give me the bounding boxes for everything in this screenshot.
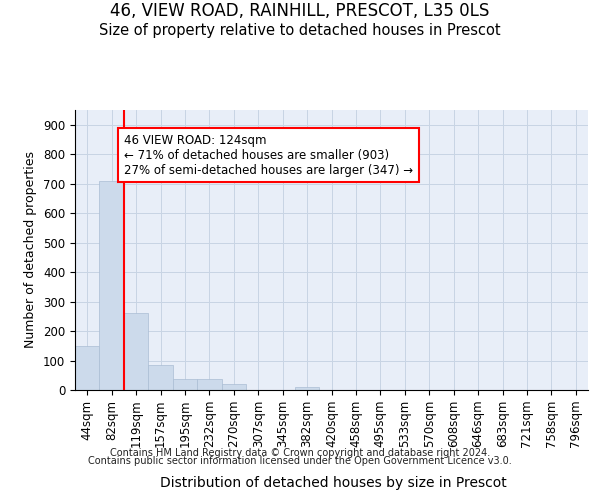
Text: 46, VIEW ROAD, RAINHILL, PRESCOT, L35 0LS: 46, VIEW ROAD, RAINHILL, PRESCOT, L35 0L…: [110, 2, 490, 21]
Bar: [295, 387, 319, 390]
Bar: [221, 384, 246, 390]
Bar: [100, 180, 124, 390]
Text: 46 VIEW ROAD: 124sqm
← 71% of detached houses are smaller (903)
27% of semi-deta: 46 VIEW ROAD: 124sqm ← 71% of detached h…: [124, 134, 413, 176]
Y-axis label: Number of detached properties: Number of detached properties: [25, 152, 37, 348]
Text: Size of property relative to detached houses in Prescot: Size of property relative to detached ho…: [99, 22, 501, 38]
Bar: [75, 346, 100, 390]
Bar: [173, 379, 197, 390]
Text: Contains HM Land Registry data © Crown copyright and database right 2024.: Contains HM Land Registry data © Crown c…: [110, 448, 490, 458]
Text: Contains public sector information licensed under the Open Government Licence v3: Contains public sector information licen…: [88, 456, 512, 466]
Bar: [197, 379, 221, 390]
Bar: [124, 313, 148, 390]
Text: Distribution of detached houses by size in Prescot: Distribution of detached houses by size …: [160, 476, 506, 490]
Bar: [148, 365, 173, 390]
